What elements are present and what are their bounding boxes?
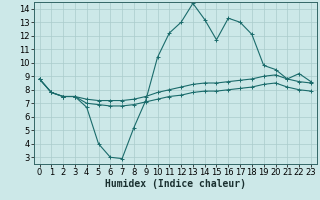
X-axis label: Humidex (Indice chaleur): Humidex (Indice chaleur) [105,179,246,189]
